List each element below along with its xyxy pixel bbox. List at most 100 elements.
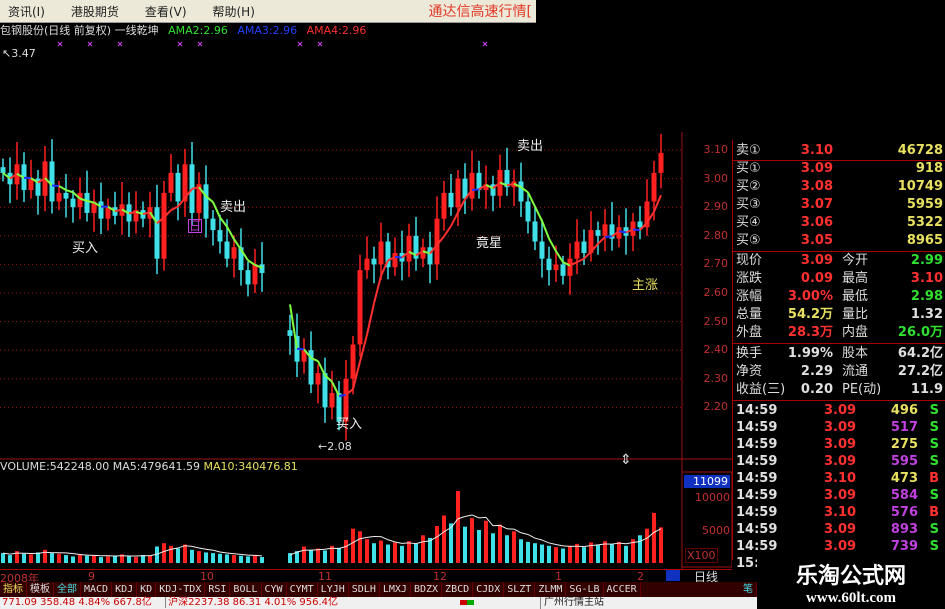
tick-row: 14:59 3.10 473 B: [736, 470, 943, 487]
tab-macd[interactable]: MACD: [81, 582, 113, 597]
tab-rsi[interactable]: RSI: [205, 582, 231, 597]
tab-sdlh[interactable]: SDLH: [349, 582, 380, 597]
price-tick: 2.30: [703, 371, 729, 385]
annotation-buy: 买入: [72, 241, 99, 256]
volume-bar: [141, 555, 145, 563]
candle-body: [378, 241, 384, 265]
volume-tick: 10000: [695, 491, 730, 504]
time-label: 2008年: [0, 572, 39, 585]
candle-body: [413, 235, 419, 259]
menu-news[interactable]: 资讯(I): [8, 4, 45, 19]
volume-bar: [372, 543, 376, 563]
candle-body: [644, 201, 650, 228]
fund-row: 收益(三) 0.20 PE(动) 11.9: [736, 381, 943, 399]
volume-bar: [295, 551, 299, 563]
status-indicator: [460, 600, 467, 605]
volume-bar: [330, 545, 334, 563]
signal-marker-icon: [482, 41, 488, 47]
price-tick: 3.00: [703, 171, 729, 185]
scroll-button[interactable]: [666, 570, 680, 581]
volume-bar: [78, 554, 82, 563]
volume-bar: [29, 554, 33, 563]
tab-bdzx[interactable]: BDZX: [411, 582, 443, 597]
quote-panel: 卖① 3.10 46728 买① 3.09 918 买② 3.08 10749 买③ 3.07 595…: [732, 140, 945, 571]
period-label[interactable]: 日线: [694, 570, 719, 584]
tab-全部[interactable]: 全部: [54, 582, 81, 597]
candle-body: [77, 192, 83, 208]
candle-body: [63, 192, 69, 199]
volume-bar: [134, 557, 138, 563]
kline-chart[interactable]: [0, 22, 732, 570]
tab-lyjh[interactable]: LYJH: [318, 582, 349, 597]
price-tick: 3.10: [703, 143, 729, 156]
volume-bar: [561, 548, 565, 563]
candle-body: [588, 230, 594, 253]
tab-指标[interactable]: 指标: [0, 582, 27, 597]
tab-zbcd[interactable]: ZBCD: [442, 582, 474, 597]
ma-line-segment: [149, 211, 158, 224]
tab-kdj[interactable]: KDJ: [112, 582, 138, 597]
candle-body: [84, 192, 90, 213]
tick-row: 14:59 3.09 893 S: [736, 521, 943, 538]
volume-axis-box: [681, 471, 732, 568]
candle-body: [0, 167, 6, 173]
ma-line-segment: [240, 248, 249, 261]
tick-row: 14:59 3.09 517 S: [736, 419, 943, 436]
stat-row: 涨跌 0.09 最高 3.10: [736, 270, 943, 288]
candle-body: [532, 221, 538, 242]
volume-bar: [400, 545, 404, 563]
ma-line-segment: [86, 199, 95, 204]
volume-bar: [204, 552, 208, 563]
ma-line-segment: [429, 244, 438, 255]
tab-cjdx[interactable]: CJDX: [473, 582, 505, 597]
row-value: 3.10: [800, 143, 833, 158]
ma-line-segment: [611, 230, 620, 238]
tab-kdj-tdx[interactable]: KDJ-TDX: [156, 582, 206, 597]
tab-boll[interactable]: BOLL: [230, 582, 262, 597]
volume-ma-segment: [289, 551, 298, 556]
volume-bar: [645, 528, 649, 563]
tick-time: 14:59: [736, 454, 778, 469]
candle-body: [245, 270, 251, 285]
volume-ma-segment: [408, 542, 417, 545]
menu-hk-futures[interactable]: 港股期货: [70, 4, 119, 19]
tab-笔[interactable]: 笔: [740, 582, 757, 597]
tab-accer[interactable]: ACCER: [604, 582, 641, 597]
menu-view[interactable]: 查看(V): [144, 4, 187, 19]
tick-volume: 496: [890, 403, 918, 418]
ma-line-segment: [303, 348, 312, 359]
tick-time: 14:59: [736, 403, 778, 418]
volume-bar: [624, 545, 628, 563]
tab-sg-lb[interactable]: SG-LB: [566, 582, 604, 597]
volume-bar: [533, 543, 537, 563]
ma-line-segment: [9, 173, 18, 180]
menu-help[interactable]: 帮助(H): [212, 4, 255, 19]
divider: [733, 160, 945, 161]
tick-volume: 893: [890, 522, 918, 537]
candle-body: [308, 350, 314, 385]
tab-lmxj[interactable]: LMXJ: [380, 582, 411, 597]
row-value: 3.09: [800, 161, 833, 176]
ma-line-segment: [380, 259, 389, 277]
volume-ma-segment: [387, 539, 396, 543]
tab-cyw[interactable]: CYW: [262, 582, 287, 597]
volume-value: VOLUME:542248.00: [0, 460, 110, 473]
tab-kd[interactable]: KD: [137, 582, 157, 597]
ama3-value: AMA3:2.96: [237, 24, 298, 37]
volume-bar: [610, 544, 614, 563]
ma-line-segment: [520, 186, 529, 194]
candle-body: [658, 152, 664, 173]
price-tick: 2.80: [703, 228, 729, 242]
ma-line-segment: [51, 184, 60, 188]
volume-ma-segment: [485, 517, 494, 527]
volume-bar: [155, 546, 159, 563]
tab-cymt[interactable]: CYMT: [287, 582, 318, 597]
candle-body: [518, 181, 524, 202]
tab-模板[interactable]: 模板: [27, 582, 54, 597]
candle-body: [616, 227, 622, 239]
volume-bar: [190, 549, 194, 563]
tab-slzt[interactable]: SLZT: [504, 582, 536, 597]
tab-zlmm[interactable]: ZLMM: [535, 582, 567, 597]
ma-line-segment: [387, 256, 396, 262]
row-label-2: 最低: [842, 289, 869, 304]
